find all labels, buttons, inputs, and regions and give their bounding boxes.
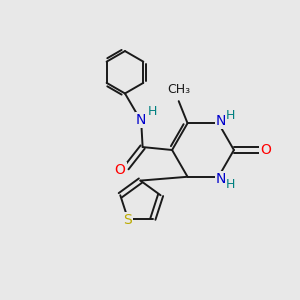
- Text: O: O: [260, 143, 271, 157]
- Text: H: H: [226, 109, 236, 122]
- Text: H: H: [148, 105, 157, 118]
- Text: N: N: [216, 172, 226, 186]
- Text: H: H: [226, 178, 236, 191]
- Text: S: S: [124, 213, 132, 227]
- Text: CH₃: CH₃: [167, 83, 190, 96]
- Text: O: O: [115, 163, 125, 177]
- Text: N: N: [136, 113, 146, 127]
- Text: N: N: [216, 114, 226, 128]
